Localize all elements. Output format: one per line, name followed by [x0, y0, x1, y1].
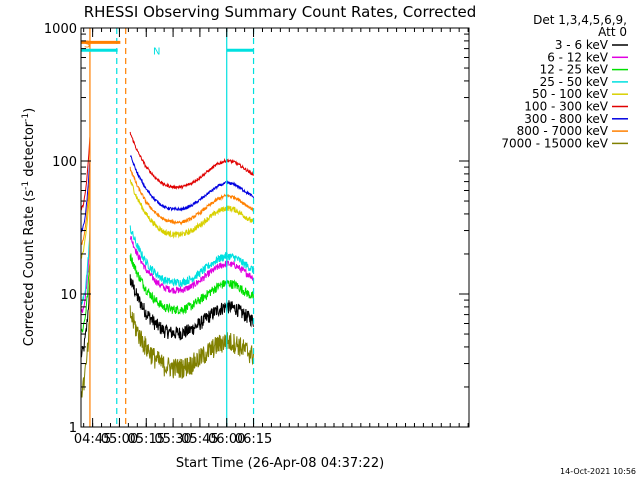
series-1-orbit — [129, 274, 254, 341]
vline-layer — [89, 28, 255, 427]
legend-label-7: 300 - 800 keV — [524, 112, 608, 126]
series-5-rise — [80, 184, 91, 259]
y-axis-label: Corrected Count Rate (s-1 detector-1) — [21, 108, 37, 346]
chart-title: RHESSI Observing Summary Count Rates, Co… — [84, 3, 477, 21]
series-8-rise — [80, 171, 91, 245]
y-axis: 1 10 100 1000 — [44, 22, 469, 436]
legend-label-2: 6 - 12 keV — [547, 50, 609, 64]
series-1 — [80, 274, 254, 358]
y-tick-label: 100 — [52, 155, 77, 170]
series-9-orbit — [129, 305, 254, 379]
flag-label-s: S — [84, 39, 90, 50]
series-2-orbit — [129, 235, 254, 295]
legend-header-line-2: Att 0 — [598, 25, 627, 39]
y-tick-label: 10 — [60, 288, 77, 303]
series-5 — [80, 179, 254, 259]
legend-header-line-1: Det 1,3,4,5,6,9, — [533, 13, 627, 27]
legend-label-4: 25 - 50 keV — [540, 75, 609, 89]
legend-label-8: 800 - 7000 keV — [517, 124, 609, 138]
legend-label-1: 3 - 6 keV — [555, 38, 609, 52]
series-6-rise — [80, 137, 91, 211]
series-4-orbit — [129, 225, 254, 287]
flag-label-n: N — [153, 46, 160, 57]
x-tick-label: 06:00 — [208, 432, 245, 447]
y-tick-label: 1000 — [44, 22, 77, 37]
plot-frame — [80, 27, 470, 428]
y-tick-label: 1 — [69, 421, 77, 436]
x-tick-label: 05:00 — [101, 432, 138, 447]
footer-timestamp: 14-Oct-2021 10:56 — [560, 467, 636, 476]
x-tick-label: 05:45 — [181, 432, 218, 447]
series-2-rise — [80, 244, 91, 313]
x-tick-label: 04:45 — [74, 432, 111, 447]
series-8-orbit — [129, 166, 254, 226]
legend-label-3: 12 - 25 keV — [540, 63, 609, 77]
x-tick-label: 05:30 — [154, 432, 191, 447]
x-tick-label: 06:15 — [235, 432, 272, 447]
series-8 — [80, 166, 254, 245]
series-layer — [80, 131, 254, 398]
series-4 — [80, 225, 254, 306]
legend-label-6: 100 - 300 keV — [524, 100, 608, 114]
series-6 — [80, 131, 254, 211]
series-3 — [80, 253, 254, 333]
legend-label-5: 50 - 100 keV — [532, 87, 609, 101]
x-axis-label: Start Time (26-Apr-08 04:37:22) — [176, 456, 384, 471]
series-2 — [80, 235, 254, 313]
series-7-orbit — [129, 154, 254, 212]
flag-layer: SN — [81, 39, 254, 57]
series-4-rise — [80, 230, 91, 306]
series-6-orbit — [129, 131, 254, 190]
series-1-rise — [80, 278, 91, 358]
legend-label-9: 7000 - 15000 keV — [501, 136, 608, 150]
series-3-orbit — [129, 253, 254, 316]
series-3-rise — [80, 263, 91, 333]
x-tick-label: 05:15 — [128, 432, 165, 447]
series-5-orbit — [129, 179, 254, 239]
